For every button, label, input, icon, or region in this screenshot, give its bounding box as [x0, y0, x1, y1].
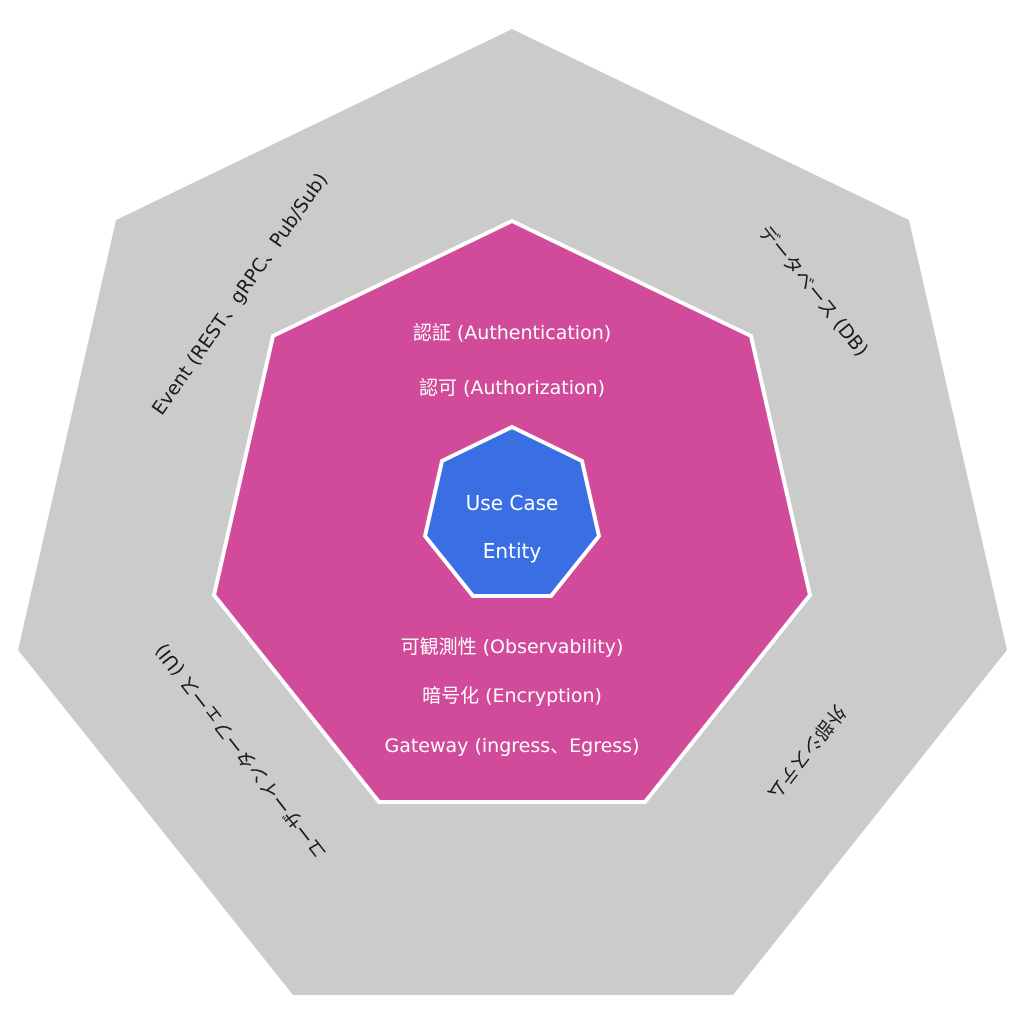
- observability-label: 可観測性 (Observability): [401, 636, 624, 658]
- gateway-label: Gateway (ingress、Egress): [384, 735, 639, 757]
- entity-label: Entity: [483, 539, 542, 563]
- authorization-label: 認可 (Authorization): [419, 377, 605, 399]
- encryption-label: 暗号化 (Encryption): [422, 685, 602, 707]
- authentication-label: 認証 (Authentication): [413, 322, 611, 344]
- use-case-label: Use Case: [466, 491, 559, 515]
- core-layer-heptagon: [422, 424, 602, 598]
